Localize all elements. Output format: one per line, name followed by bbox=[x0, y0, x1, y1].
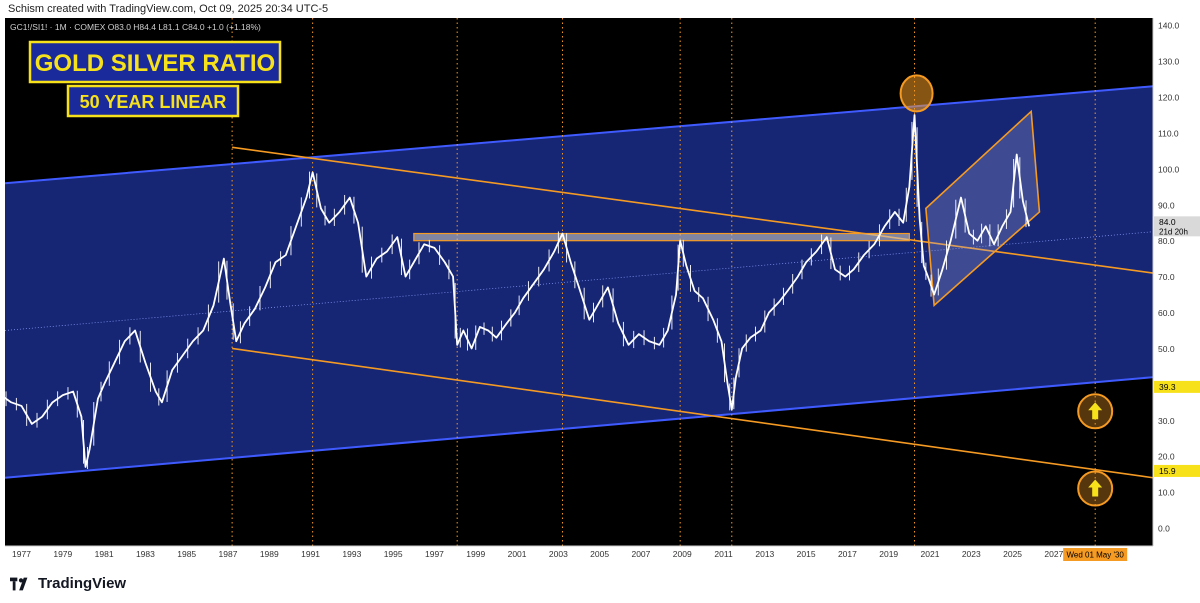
y-tick-label: 80.0 bbox=[1158, 236, 1175, 246]
up-arrow-icon bbox=[1088, 402, 1103, 420]
y-tick-label: 70.0 bbox=[1158, 272, 1175, 282]
peak-circle bbox=[899, 74, 934, 113]
x-tick-label: 2005 bbox=[590, 549, 609, 559]
title-box: GOLD SILVER RATIO bbox=[28, 40, 282, 84]
blue-channel-lower-line bbox=[4, 376, 1154, 479]
level-badge-lower bbox=[1154, 464, 1200, 477]
y-tick-label: 140.0 bbox=[1158, 21, 1180, 31]
axes: 140.0 130.0 120.0 110.0 100.0 90.0 80.0 70.0 60.… bbox=[0, 18, 1200, 565]
subtitle-box-frame bbox=[66, 84, 240, 118]
level-badge-upper bbox=[1154, 380, 1200, 393]
horizontal-range-box bbox=[413, 232, 910, 242]
x-tick-label: 2025 bbox=[1003, 549, 1022, 559]
y-tick-label: 100.0 bbox=[1158, 164, 1180, 174]
chart-title: GOLD SILVER RATIO bbox=[35, 50, 275, 77]
y-tick-label: 0.0 bbox=[1158, 524, 1170, 534]
x-tick-label: 2011 bbox=[714, 549, 733, 559]
x-tick-label: 2001 bbox=[508, 549, 527, 559]
orange-wedge bbox=[925, 109, 1041, 308]
y-axis-background bbox=[1153, 18, 1200, 546]
y-tick-label: 130.0 bbox=[1158, 57, 1180, 67]
chart-subtitle: 50 YEAR LINEAR bbox=[80, 92, 227, 112]
x-tick-label: 1991 bbox=[301, 549, 320, 559]
y-tick-label: 120.0 bbox=[1158, 93, 1180, 103]
y-tick-label: 10.0 bbox=[1158, 488, 1175, 498]
blue-channel-upper-line bbox=[4, 85, 1154, 185]
y-tick-label: 110.0 bbox=[1158, 128, 1179, 138]
x-tick-label: 1999 bbox=[466, 549, 485, 559]
footer-bar: TradingView bbox=[0, 565, 1200, 603]
header-bar: Schism created with TradingView.com, Oct… bbox=[0, 0, 1200, 18]
x-tick-label: 1995 bbox=[384, 549, 403, 559]
x-tick-label: 1997 bbox=[425, 549, 444, 559]
x-tick-label: 1979 bbox=[53, 549, 72, 559]
x-tick-label: 2015 bbox=[797, 549, 816, 559]
y-tick-label: 90.0 bbox=[1158, 200, 1175, 210]
x-tick-label: 2009 bbox=[673, 549, 692, 559]
symbol-info: GC1!/SI1! · 1M · COMEX O83.0 H84.4 L81.1… bbox=[10, 22, 261, 32]
x-tick-label: 2023 bbox=[962, 549, 981, 559]
x-tick-label: 1989 bbox=[260, 549, 279, 559]
level-badge-upper-text: 39.3 bbox=[1159, 382, 1176, 392]
countdown-badge: 21d 20h bbox=[1159, 227, 1188, 236]
y-tick-label: 30.0 bbox=[1158, 416, 1175, 426]
x-tick-label: 1987 bbox=[219, 549, 238, 559]
price-badge bbox=[1154, 216, 1200, 237]
orange-channel-upper-line bbox=[232, 146, 1154, 274]
y-tick-label: 20.0 bbox=[1158, 452, 1175, 462]
subtitle-box: 50 YEAR LINEAR bbox=[66, 84, 240, 118]
date-badge-text: Wed 01 May '30 bbox=[1066, 551, 1124, 560]
x-tick-label: 2013 bbox=[755, 549, 774, 559]
x-tick-label: 2021 bbox=[921, 549, 940, 559]
tradingview-logo[interactable]: TradingView bbox=[10, 575, 126, 592]
y-tick-label: 60.0 bbox=[1158, 308, 1175, 318]
created-by-text: Schism created with TradingView.com, Oct… bbox=[8, 3, 329, 15]
up-arrow-icon bbox=[1088, 479, 1103, 497]
tradingview-brand: TradingView bbox=[38, 575, 127, 592]
x-tick-label: 1981 bbox=[95, 549, 114, 559]
x-tick-label: 2019 bbox=[879, 549, 898, 559]
blue-channel bbox=[4, 85, 1154, 479]
x-tick-label: 1983 bbox=[136, 549, 155, 559]
orange-drawings bbox=[232, 109, 1154, 479]
blue-channel-fill bbox=[5, 86, 1153, 478]
blue-channel-mid-line bbox=[4, 231, 1154, 331]
highlight-circles bbox=[899, 74, 1114, 507]
x-tick-label: 2017 bbox=[838, 549, 857, 559]
x-tick-label: 2027 bbox=[1044, 549, 1063, 559]
y-tick-label: 50.0 bbox=[1158, 344, 1175, 354]
price-chart[interactable]: 140.0 130.0 120.0 110.0 100.0 90.0 80.0 70.0 60.… bbox=[0, 0, 1200, 565]
date-badge bbox=[1063, 548, 1128, 561]
ratio-series bbox=[0, 114, 1030, 469]
x-axis-background bbox=[0, 546, 1153, 565]
tradingview-logo-icon bbox=[10, 577, 28, 590]
price-badge-value: 84.0 bbox=[1159, 217, 1176, 227]
x-tick-label: 1993 bbox=[342, 549, 361, 559]
title-box-frame bbox=[28, 40, 282, 84]
x-tick-label: 2007 bbox=[631, 549, 650, 559]
x-tick-label: 2003 bbox=[549, 549, 568, 559]
level-badge-lower-text: 15.9 bbox=[1159, 466, 1176, 476]
x-tick-label: 1985 bbox=[177, 549, 196, 559]
x-tick-label: 1977 bbox=[12, 549, 31, 559]
orange-channel-lower-line bbox=[232, 347, 1154, 479]
